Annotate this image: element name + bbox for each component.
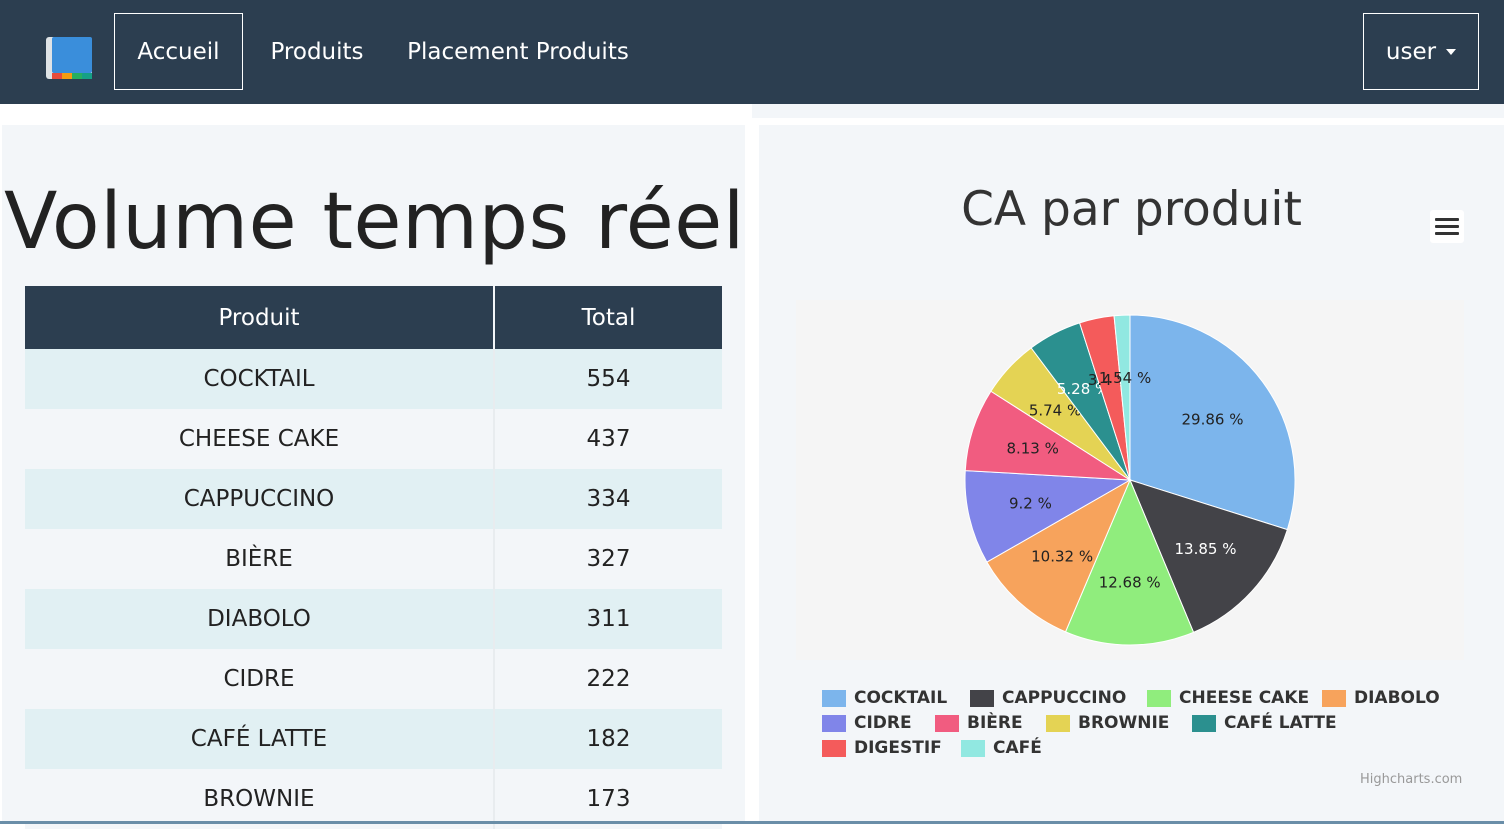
cell-produit: BIÈRE — [25, 529, 495, 589]
header-produit[interactable]: Produit — [25, 286, 495, 349]
legend-item-cheese-cake[interactable]: CHEESE CAKE — [1147, 688, 1309, 708]
table-row: BROWNIE 173 — [25, 769, 722, 829]
nav-accueil[interactable]: Accueil — [114, 13, 243, 90]
cell-total: 173 — [494, 769, 722, 829]
pie-label-biere: 8.13 % — [1006, 440, 1058, 458]
legend-label: COCKTAIL — [854, 688, 948, 708]
cell-total: 182 — [494, 709, 722, 769]
pie-label-cocktail: 29.86 % — [1182, 411, 1244, 429]
pie-label-cheese-cake: 12.68 % — [1099, 573, 1161, 591]
legend-swatch — [1322, 689, 1346, 707]
pie-label-cafe-latte: 5.28 % — [1057, 380, 1109, 398]
pie-label-cafe: 1.54 % — [1099, 369, 1151, 387]
legend-swatch — [961, 739, 985, 757]
header-total[interactable]: Total — [494, 286, 722, 349]
legend-item-brownie[interactable]: BROWNIE — [1046, 713, 1169, 733]
cell-total: 311 — [494, 589, 722, 649]
hamburger-icon-bar — [1435, 225, 1459, 228]
cell-produit: CHEESE CAKE — [25, 409, 495, 469]
legend-item-cocktail[interactable]: COCKTAIL — [822, 688, 947, 708]
legend-item-digestif[interactable]: DIGESTIF — [822, 738, 942, 758]
hamburger-icon-bar — [1435, 232, 1459, 235]
legend-swatch — [1046, 714, 1070, 732]
cell-total: 554 — [494, 349, 722, 409]
table-row: DIABOLO 311 — [25, 589, 722, 649]
pie-slice-cafe[interactable] — [1113, 314, 1131, 481]
table-row: COCKTAIL 554 — [25, 349, 722, 409]
volume-title: Volume temps réel — [4, 177, 745, 267]
hamburger-icon — [1435, 218, 1459, 221]
legend-swatch — [822, 739, 846, 757]
cell-produit: CIDRE — [25, 649, 495, 709]
table-row: CHEESE CAKE 437 — [25, 409, 722, 469]
legend-swatch — [1147, 689, 1171, 707]
chart-title: CA par produit — [961, 182, 1302, 237]
legend-swatch — [1192, 714, 1216, 732]
pie-chart: 29.86 % 13.85 % 12.68 % 10.32 % 9.2 % 8.13 % 5… — [964, 314, 1296, 646]
legend-label: DIGESTIF — [854, 738, 942, 758]
pie-slice-cappuccino[interactable] — [1129, 479, 1288, 633]
app-logo-icon[interactable] — [46, 35, 92, 81]
caret-down-icon — [1446, 48, 1457, 55]
nav-produits[interactable]: Produits — [270, 38, 364, 65]
cell-total: 222 — [494, 649, 722, 709]
cell-total: 437 — [494, 409, 722, 469]
legend-label: CAFÉ — [993, 738, 1042, 758]
bottom-border — [0, 821, 1504, 824]
pie-label-cappuccino: 13.85 % — [1175, 540, 1237, 558]
table-row: CIDRE 222 — [25, 649, 722, 709]
user-label: user — [1385, 38, 1437, 65]
cell-total: 327 — [494, 529, 722, 589]
table-row: CAPPUCCINO 334 — [25, 469, 722, 529]
pie-slice-cidre[interactable] — [964, 470, 1132, 563]
pie-label-cidre: 9.2 % — [1009, 495, 1052, 513]
legend-label: CIDRE — [854, 713, 912, 733]
legend-label: CAPPUCCINO — [1002, 688, 1127, 708]
cell-produit: CAPPUCCINO — [25, 469, 495, 529]
top-strip — [752, 104, 1504, 118]
cell-produit: COCKTAIL — [25, 349, 495, 409]
legend-label: BROWNIE — [1078, 713, 1170, 733]
legend-item-diabolo[interactable]: DIABOLO — [1322, 688, 1440, 708]
chart-menu-button[interactable] — [1430, 210, 1464, 243]
legend-label: CAFÉ LATTE — [1224, 713, 1337, 733]
legend-swatch — [822, 689, 846, 707]
legend-item-cidre[interactable]: CIDRE — [822, 713, 912, 733]
pie-slice-cocktail[interactable] — [1129, 314, 1296, 531]
highcharts-credits-link[interactable]: Highcharts.com — [1360, 772, 1463, 787]
table-row: BIÈRE 327 — [25, 529, 722, 589]
volume-table: Produit Total COCKTAIL 554 CHEESE CAKE 4… — [25, 286, 722, 829]
user-menu-button[interactable]: user — [1363, 13, 1479, 90]
nav-placement-produits[interactable]: Placement Produits — [407, 38, 629, 65]
pie-label-diabolo: 10.32 % — [1031, 548, 1093, 566]
table-row: CAFÉ LATTE 182 — [25, 709, 722, 769]
pie-label-brownie: 5.74 % — [1029, 401, 1081, 419]
legend-item-cafe[interactable]: CAFÉ — [961, 738, 1042, 758]
navbar: Accueil Produits Placement Produits user — [0, 0, 1504, 104]
legend-item-cappuccino[interactable]: CAPPUCCINO — [970, 688, 1126, 708]
legend-label: DIABOLO — [1354, 688, 1440, 708]
cell-produit: DIABOLO — [25, 589, 495, 649]
legend-swatch — [822, 714, 846, 732]
pie-slice-cheese-cake[interactable] — [1064, 478, 1195, 646]
legend-swatch — [935, 714, 959, 732]
pie-slice-diabolo[interactable] — [986, 478, 1132, 633]
cell-total: 334 — [494, 469, 722, 529]
cell-produit: BROWNIE — [25, 769, 495, 829]
legend-item-cafe-latte[interactable]: CAFÉ LATTE — [1192, 713, 1337, 733]
legend-item-biere[interactable]: BIÈRE — [935, 713, 1023, 733]
cell-produit: CAFÉ LATTE — [25, 709, 495, 769]
legend-swatch — [970, 689, 994, 707]
legend-label: BIÈRE — [967, 713, 1023, 733]
legend-label: CHEESE CAKE — [1179, 688, 1310, 708]
